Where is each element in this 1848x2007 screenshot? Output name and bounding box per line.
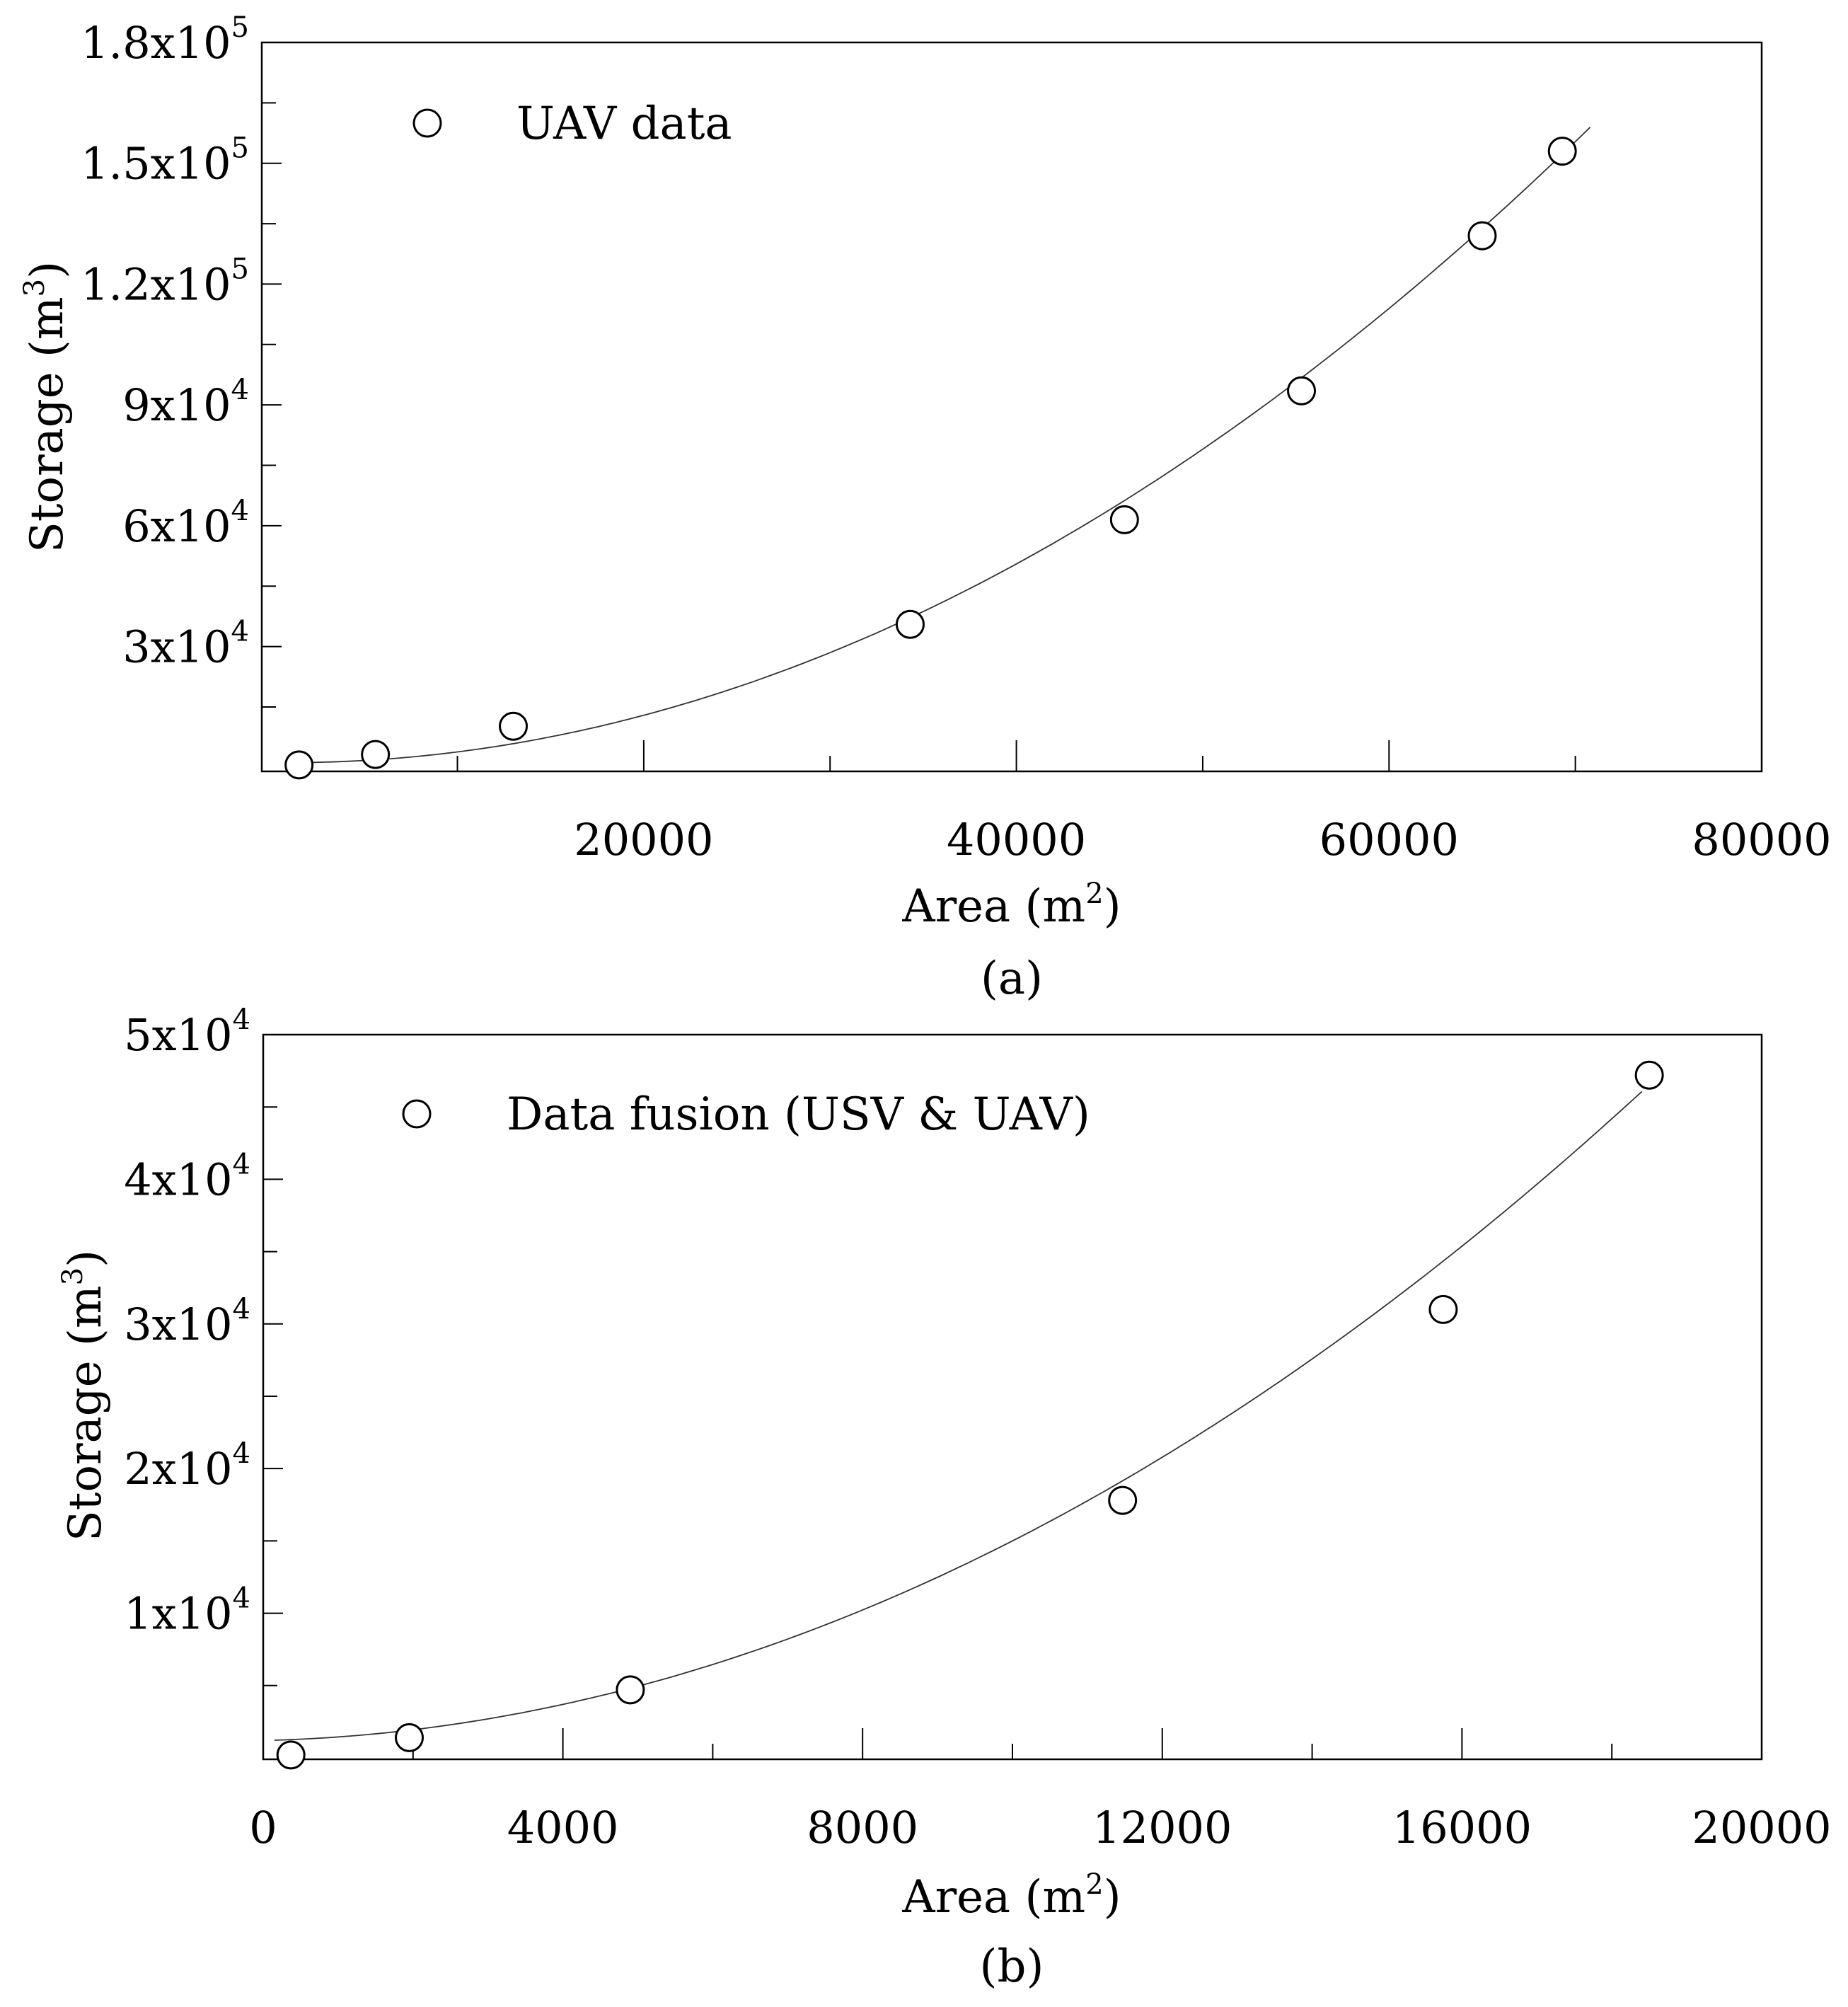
data-point (1108, 1485, 1138, 1515)
data-point (361, 740, 391, 769)
y-tick-label: 3x104 (124, 1293, 250, 1350)
x-tick-label: 4000 (507, 1802, 619, 1853)
legend-a: UAV data (412, 98, 732, 150)
data-points-b (276, 1060, 1664, 1770)
x-tick-label: 16000 (1392, 1802, 1532, 1853)
y-tick-label: 3x104 (122, 616, 249, 673)
legend-label-b: Data fusion (USV & UAV) (507, 1088, 1090, 1141)
x-tick-label: 20000 (574, 814, 713, 866)
y-tick-label: 1x104 (124, 1582, 250, 1640)
y-tick-label: 5x104 (124, 1003, 250, 1061)
x-axis-ticks-b: 0 4000 8000 12000 16000 20000 (249, 1728, 1832, 1853)
y-tick-label: 4x104 (124, 1148, 250, 1205)
data-point (1109, 505, 1139, 534)
data-points-a (284, 137, 1577, 780)
chart-panel-b: 0 4000 8000 12000 16000 20000 1x104 2x104 3x104… (57, 1003, 1832, 1993)
data-point (1467, 221, 1497, 251)
minor-ticks-a (262, 102, 1576, 771)
x-axis-ticks-a: 20000 40000 60000 80000 (574, 740, 1832, 866)
data-point (395, 1723, 425, 1752)
x-tick-label: 20000 (1692, 1802, 1831, 1853)
data-point (1634, 1060, 1664, 1090)
data-point (895, 609, 925, 639)
fit-curve-b (274, 1091, 1643, 1741)
x-tick-label: 12000 (1092, 1802, 1232, 1853)
data-point (1287, 376, 1317, 406)
chart-panel-a: 20000 40000 60000 80000 3x104 6x104 9x104 1.2x… (18, 11, 1832, 1005)
legend-marker-a (412, 108, 442, 138)
data-point (276, 1740, 306, 1770)
x-tick-label: 60000 (1319, 814, 1459, 866)
panel-label-b: (b) (980, 1940, 1044, 1993)
y-tick-label: 1.2x105 (81, 253, 249, 310)
y-axis-ticks-a: 3x104 6x104 9x104 1.2x105 1.5x105 1.8x105 (81, 11, 282, 673)
y-axis-ticks-b: 1x104 2x104 3x104 4x104 5x104 (124, 1003, 283, 1640)
y-tick-label: 9x104 (122, 374, 249, 431)
x-axis-label-a: Area (m2) (901, 878, 1121, 933)
data-point (1547, 137, 1577, 166)
y-tick-label: 6x104 (122, 495, 249, 552)
plot-frame-a (260, 41, 1763, 773)
y-tick-label: 1.5x105 (81, 132, 249, 190)
legend-b: Data fusion (USV & UAV) (402, 1088, 1090, 1141)
y-axis-label-b: Storage (m3) (57, 1250, 112, 1541)
x-tick-label: 40000 (947, 814, 1086, 866)
data-point (616, 1675, 645, 1705)
data-point (284, 750, 314, 780)
x-tick-label: 80000 (1692, 814, 1831, 866)
y-tick-label: 1.8x105 (81, 11, 249, 69)
y-tick-label: 2x104 (124, 1437, 250, 1495)
panel-label-a: (a) (981, 953, 1043, 1005)
fit-curve-a (289, 127, 1591, 764)
y-axis-label-a: Storage (m3) (18, 261, 74, 553)
plot-frame-b (262, 1033, 1763, 1761)
legend-marker-b (402, 1099, 432, 1129)
x-tick-label: 8000 (807, 1802, 918, 1853)
minor-ticks-b (263, 1106, 1613, 1759)
legend-label-a: UAV data (516, 98, 732, 150)
x-axis-label-b: Area (m2) (901, 1868, 1121, 1923)
data-point (499, 711, 529, 741)
x-tick-label: 0 (249, 1802, 277, 1853)
data-point (1428, 1294, 1458, 1324)
